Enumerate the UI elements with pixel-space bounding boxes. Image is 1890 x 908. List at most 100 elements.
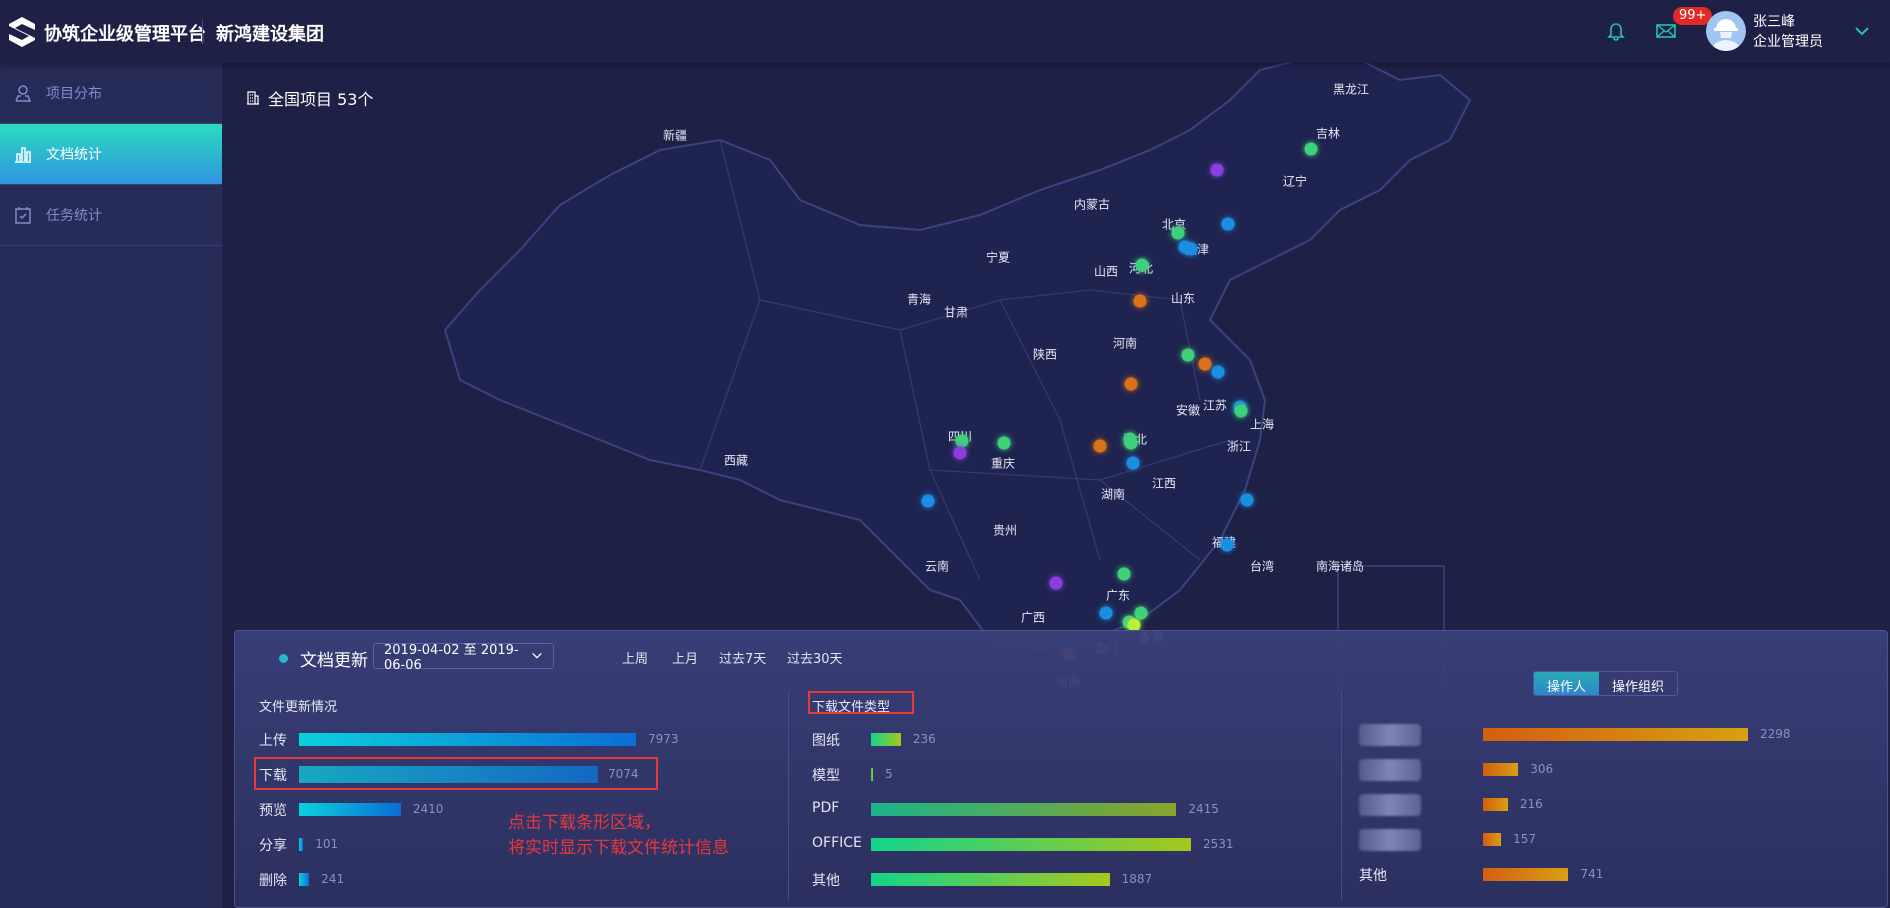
province-label: 贵州 [992, 523, 1018, 538]
project-point[interactable] [1126, 456, 1140, 470]
sidebar-item-task-stats[interactable]: 任务统计 [0, 185, 222, 246]
user-name: 张三峰 [1753, 14, 1795, 30]
bar-value: 2415 [1188, 802, 1219, 816]
bar-types[interactable] [871, 838, 1191, 851]
highlight-box [254, 757, 658, 790]
project-point[interactable] [1134, 606, 1148, 620]
row-label: 下载 [259, 768, 287, 784]
project-point[interactable] [1210, 163, 1224, 177]
row-label: OFFICE [812, 835, 862, 851]
project-point[interactable] [1184, 242, 1198, 256]
bar-update[interactable] [299, 733, 636, 746]
chevron-down-icon[interactable] [1851, 20, 1873, 42]
bar-operators[interactable] [1483, 833, 1502, 846]
quick-link-7-days[interactable]: 过去7天 [719, 652, 767, 667]
project-point[interactable] [1117, 567, 1131, 581]
quick-link-last-week[interactable]: 上周 [622, 652, 649, 667]
quick-link-last-month[interactable]: 上月 [672, 652, 699, 667]
row-label: 其他 [812, 873, 840, 889]
project-point[interactable] [953, 446, 967, 460]
project-point[interactable] [1221, 217, 1235, 231]
bar-value: 741 [1580, 867, 1604, 881]
mail-icon[interactable] [1655, 20, 1677, 42]
project-point[interactable] [1198, 357, 1212, 371]
bar-types[interactable] [871, 803, 1177, 816]
tab-operator-org[interactable]: 操作组织 [1612, 680, 1665, 695]
bar-update[interactable] [299, 838, 304, 851]
project-point[interactable] [1181, 348, 1195, 362]
project-point[interactable] [1099, 606, 1113, 620]
project-point[interactable] [1135, 258, 1149, 272]
bar-update[interactable] [299, 803, 401, 816]
project-point[interactable] [1234, 404, 1248, 418]
row-label: 预览 [259, 803, 287, 819]
bar-value: 5 [885, 767, 893, 781]
project-point[interactable] [1304, 142, 1318, 156]
bar-operators[interactable] [1483, 728, 1748, 741]
panel-title: 文档更新 [279, 646, 368, 671]
avatar[interactable] [1706, 11, 1746, 51]
project-point[interactable] [1211, 365, 1225, 379]
row-label: 图纸 [812, 733, 840, 749]
tab-operator[interactable]: 操作人 [1534, 672, 1600, 695]
sidebar-item-label: 文档统计 [46, 147, 102, 163]
row-label: PDF [812, 800, 840, 816]
document-update-panel: 文档更新 2019-04-02 至 2019-06-06 上周 上月 过去7天 … [234, 630, 1888, 908]
logo-icon [9, 17, 35, 47]
sidebar-item-label: 任务统计 [46, 208, 102, 224]
province-label: 青海 [906, 292, 932, 307]
operator-toggle: 操作人 操作组织 [1533, 671, 1679, 696]
bar-chart-icon [15, 147, 31, 163]
panel-title-text: 文档更新 [300, 651, 368, 671]
row-label: 模型 [812, 768, 840, 784]
province-label: 西藏 [723, 453, 749, 468]
project-point[interactable] [1127, 618, 1141, 632]
bar-value: 2531 [1203, 837, 1234, 851]
blurred-avatar [1359, 829, 1421, 851]
blurred-avatar [1359, 724, 1421, 746]
china-map[interactable] [222, 63, 1890, 908]
project-point[interactable] [1049, 576, 1063, 590]
province-label: 云南 [924, 559, 950, 574]
province-label: 安徽 [1175, 403, 1201, 418]
user-info[interactable]: 张三峰 企业管理员 [1753, 12, 1823, 52]
project-point[interactable] [1220, 538, 1234, 552]
bar-types[interactable] [871, 873, 1110, 886]
bell-icon[interactable] [1605, 20, 1627, 42]
province-label: 山西 [1093, 264, 1119, 279]
bar-types[interactable] [871, 768, 873, 781]
province-label: 南海诸岛 [1315, 559, 1365, 574]
project-point[interactable] [997, 436, 1011, 450]
project-point[interactable] [1171, 226, 1185, 240]
project-point[interactable] [921, 494, 935, 508]
project-point[interactable] [955, 434, 969, 448]
project-point[interactable] [1093, 439, 1107, 453]
date-range-picker[interactable]: 2019-04-02 至 2019-06-06 [373, 643, 554, 673]
bar-operators[interactable] [1483, 763, 1519, 776]
bar-value: 1887 [1121, 872, 1153, 886]
bar-value: 7973 [648, 732, 679, 746]
org-name[interactable]: 新鸿建设集团 [216, 24, 324, 45]
sidebar-item-document-stats[interactable]: 文档统计 [0, 124, 222, 185]
bar-operators[interactable] [1483, 798, 1508, 811]
project-point[interactable] [1124, 436, 1138, 450]
row-label: 其他 [1359, 868, 1387, 884]
bar-value: 7074 [608, 767, 639, 781]
project-point[interactable] [1240, 493, 1254, 507]
province-label: 宁夏 [985, 250, 1011, 265]
app-title: 协筑企业级管理平台 [44, 24, 206, 45]
quick-link-30-days[interactable]: 过去30天 [787, 652, 843, 667]
bar-update[interactable] [299, 766, 598, 783]
project-point[interactable] [1133, 294, 1147, 308]
sidebar-item-label: 项目分布 [46, 86, 102, 102]
types-section-title: 下载文件类型 [812, 700, 891, 715]
bar-types[interactable] [871, 733, 901, 746]
bar-update[interactable] [299, 873, 310, 886]
sidebar-item-project-distribution[interactable]: 项目分布 [0, 63, 222, 124]
province-label: 台湾 [1249, 559, 1275, 574]
bar-value: 241 [321, 872, 345, 886]
top-header: 协筑企业级管理平台 新鸿建设集团 99+ 张三峰 企业管理员 [0, 0, 1890, 63]
bar-operators[interactable] [1483, 868, 1569, 881]
project-point[interactable] [1124, 377, 1138, 391]
province-label: 湖南 [1100, 487, 1126, 502]
